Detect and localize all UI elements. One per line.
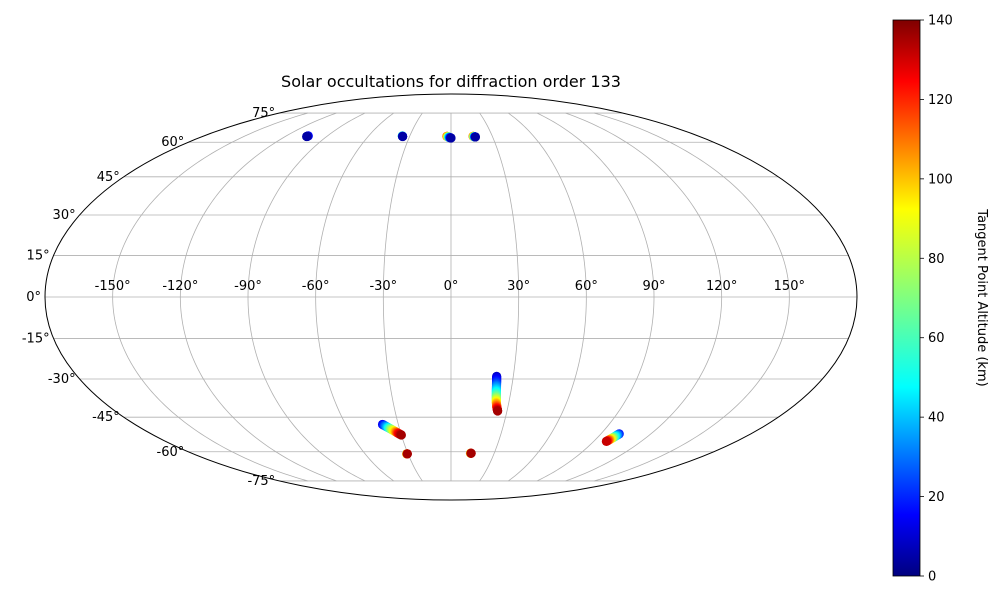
latitude-tick-label: 0° (26, 290, 41, 305)
latitude-tick-label: 75° (252, 106, 275, 121)
longitude-gridline (594, 112, 790, 482)
occultation-point (302, 131, 312, 142)
longitude-tick-label: 60° (575, 279, 598, 294)
longitude-gridline (479, 112, 520, 482)
longitude-tick-label: 150° (774, 279, 805, 294)
latitude-tick-label: -60° (157, 445, 185, 460)
occultation-point (446, 133, 456, 143)
longitude-tick-labels: -150° -120° -90° -60° -30° 0° 30° 60° 90° 120° 150… (95, 279, 805, 294)
longitude-tick-label: -90° (234, 279, 262, 294)
colorbar (892, 19, 921, 577)
occultation-point (493, 406, 503, 416)
map-boundary (44, 93, 858, 501)
latitude-tick-label: -45° (92, 410, 120, 425)
chart-title: Solar occultations for diffraction order… (281, 72, 621, 91)
longitude-gridline (315, 112, 394, 482)
colorbar-tick-label: 100 (928, 172, 953, 187)
longitude-gridline (536, 112, 655, 482)
colorbar-tick-label: 80 (928, 252, 945, 267)
latitude-tick-label: 60° (161, 135, 184, 150)
occultation-point (396, 430, 406, 440)
longitude-tick-label: -120° (162, 279, 198, 294)
longitude-tick-label: 120° (706, 279, 737, 294)
longitude-tick-label: -60° (302, 279, 330, 294)
longitude-gridline (112, 112, 308, 482)
occultation-point (470, 132, 481, 142)
colorbar-tick-label: 40 (928, 411, 945, 426)
longitude-gridline (508, 112, 587, 482)
latitude-tick-labels: 75° 60° 45° 30° 15° 0° -15° -30° -45° -60° -75° (22, 106, 275, 489)
map-grid (45, 112, 857, 482)
longitude-tick-label: 0° (444, 279, 459, 294)
occultation-point (466, 448, 476, 458)
longitude-tick-label: 90° (642, 279, 665, 294)
latitude-tick-label: 30° (53, 208, 76, 223)
longitude-tick-label: -30° (369, 279, 397, 294)
colorbar-tick-label: 0 (928, 570, 936, 585)
occultation-points (302, 131, 624, 459)
occultation-point (601, 436, 611, 447)
longitude-gridline (179, 112, 337, 482)
latitude-tick-label: 45° (97, 170, 120, 185)
colorbar-tick-label: 120 (928, 93, 953, 108)
occultation-point (402, 449, 412, 459)
occultation-point (398, 131, 408, 142)
colorbar-tick-label: 20 (928, 490, 945, 505)
longitude-gridline (247, 112, 366, 482)
colorbar-tick-label: 140 (928, 14, 953, 29)
latitude-tick-label: -75° (247, 474, 275, 489)
longitude-gridline (565, 112, 723, 482)
colorbar-tick-label: 60 (928, 331, 945, 346)
latitude-tick-label: -30° (48, 372, 76, 387)
latitude-tick-label: 15° (27, 248, 50, 263)
longitude-tick-label: -150° (95, 279, 131, 294)
longitude-tick-label: 30° (507, 279, 530, 294)
latitude-tick-label: -15° (22, 332, 50, 347)
colorbar-ticks: 0 20 40 60 80 100 120 140 (920, 14, 953, 585)
colorbar-label: Tangent Point Altitude (km) (974, 208, 989, 386)
